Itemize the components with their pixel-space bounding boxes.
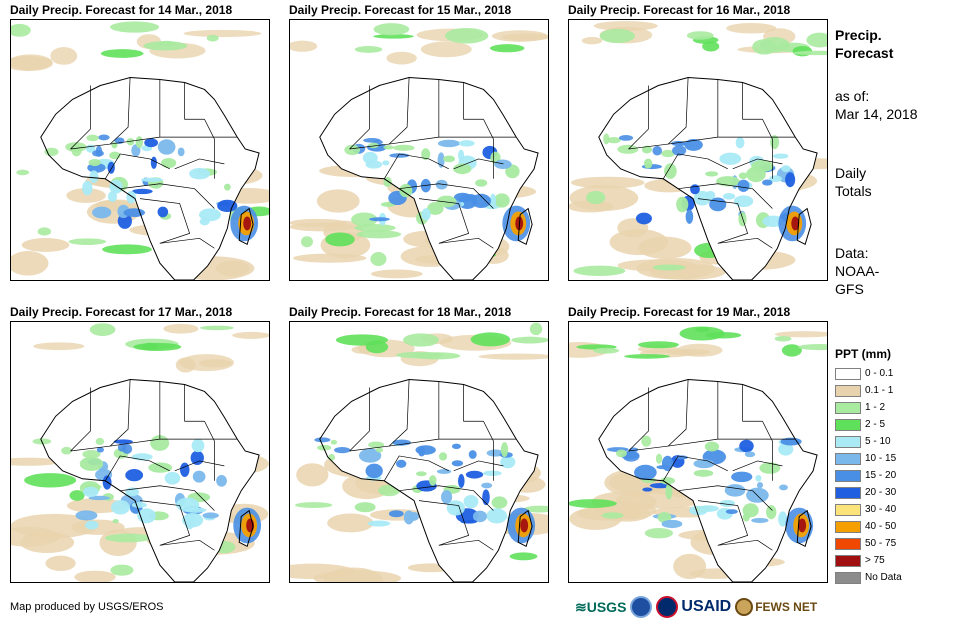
panel-title: Daily Precip. Forecast for 15 Mar., 2018	[289, 3, 512, 17]
legend-title: PPT (mm)	[835, 347, 892, 361]
map-canvas	[11, 323, 269, 582]
heading-line-2: Forecast	[835, 45, 894, 61]
fews-net-logo: FEWS NET	[735, 598, 817, 616]
usaid-wordmark: USAID	[681, 598, 732, 615]
legend-label: 0 - 0.1	[865, 368, 894, 379]
precip-map	[289, 321, 549, 583]
legend-swatch	[835, 367, 861, 380]
totals-line-2: Totals	[835, 183, 872, 199]
legend-label: 30 - 40	[865, 504, 897, 515]
legend-item: 2 - 5	[835, 416, 885, 433]
legend-swatch	[835, 520, 861, 533]
precip-map	[568, 321, 828, 583]
legend-item: 10 - 15	[835, 450, 896, 467]
usgs-logo: ≋USGS	[575, 598, 627, 615]
legend-item: 50 - 75	[835, 535, 896, 552]
legend-swatch	[835, 401, 861, 414]
map-canvas	[11, 21, 269, 280]
legend-label: 2 - 5	[865, 419, 886, 430]
legend-swatch	[835, 452, 861, 465]
totals-line-1: Daily	[835, 165, 867, 181]
precip-map	[289, 19, 549, 281]
precip-map	[568, 19, 828, 281]
logo-strip: ≋USGS USAID FEWS NET	[575, 593, 817, 621]
precip-map	[10, 19, 270, 281]
legend-swatch	[835, 469, 861, 482]
legend-swatch	[835, 503, 861, 516]
legend-label: 20 - 30	[865, 487, 897, 498]
legend-label: 1 - 2	[865, 402, 886, 413]
panel-title: Daily Precip. Forecast for 19 Mar., 2018	[568, 305, 791, 319]
map-panel-1: Daily Precip. Forecast for 14 Mar., 2018	[10, 3, 270, 281]
legend-swatch	[835, 418, 861, 431]
fews-net-wordmark: FEWS NET	[755, 600, 818, 614]
map-panel-5: Daily Precip. Forecast for 18 Mar., 2018	[289, 305, 549, 583]
legend-label: 50 - 75	[865, 538, 897, 549]
map-canvas	[290, 23, 548, 280]
usaid-seal-icon	[656, 596, 679, 618]
legend-label: 0.1 - 1	[865, 385, 894, 396]
map-panel-4: Daily Precip. Forecast for 17 Mar., 2018	[10, 305, 270, 583]
legend-label: No Data	[865, 572, 902, 583]
map-canvas	[569, 20, 827, 280]
legend-item: 40 - 50	[835, 518, 896, 535]
legend-label: > 75	[865, 555, 885, 566]
map-panel-6: Daily Precip. Forecast for 19 Mar., 2018	[568, 305, 828, 583]
as-of-date: Mar 14, 2018	[835, 106, 918, 122]
data-source-line-2: NOAA-	[835, 263, 880, 279]
legend-item: 20 - 30	[835, 484, 896, 501]
legend-item: > 75	[835, 552, 885, 569]
legend-label: 15 - 20	[865, 470, 897, 481]
panel-title: Daily Precip. Forecast for 17 Mar., 2018	[10, 305, 233, 319]
legend-swatch	[835, 537, 861, 550]
legend-item: No Data	[835, 569, 902, 586]
legend-item: 15 - 20	[835, 467, 896, 484]
panel-title: Daily Precip. Forecast for 14 Mar., 2018	[10, 3, 233, 17]
map-panel-3: Daily Precip. Forecast for 16 Mar., 2018	[568, 3, 828, 281]
map-canvas	[290, 322, 548, 582]
legend-swatch	[835, 571, 861, 584]
map-canvas	[569, 326, 827, 582]
legend-label: 10 - 15	[865, 453, 897, 464]
noaa-logo	[630, 596, 653, 618]
heading-line-1: Precip.	[835, 27, 882, 43]
legend-swatch	[835, 554, 861, 567]
usaid-logo: USAID	[656, 596, 731, 618]
legend-item: 0.1 - 1	[835, 382, 893, 399]
data-source-line-1: Data:	[835, 245, 869, 261]
legend-label: 5 - 10	[865, 436, 891, 447]
precip-map	[10, 321, 270, 583]
credit-text: Map produced by USGS/EROS	[10, 601, 164, 613]
panel-title: Daily Precip. Forecast for 16 Mar., 2018	[568, 3, 791, 17]
map-panel-2: Daily Precip. Forecast for 15 Mar., 2018	[289, 3, 549, 281]
as-of-label: as of:	[835, 88, 870, 104]
data-source-line-3: GFS	[835, 281, 864, 297]
legend-label: 40 - 50	[865, 521, 897, 532]
legend-swatch	[835, 435, 861, 448]
legend-item: 30 - 40	[835, 501, 896, 518]
globe-icon	[735, 598, 754, 616]
legend-item: 5 - 10	[835, 433, 891, 450]
legend-item: 0 - 0.1	[835, 365, 893, 382]
legend-item: 1 - 2	[835, 399, 885, 416]
legend-swatch	[835, 384, 861, 397]
legend-swatch	[835, 486, 861, 499]
panel-title: Daily Precip. Forecast for 18 Mar., 2018	[289, 305, 512, 319]
